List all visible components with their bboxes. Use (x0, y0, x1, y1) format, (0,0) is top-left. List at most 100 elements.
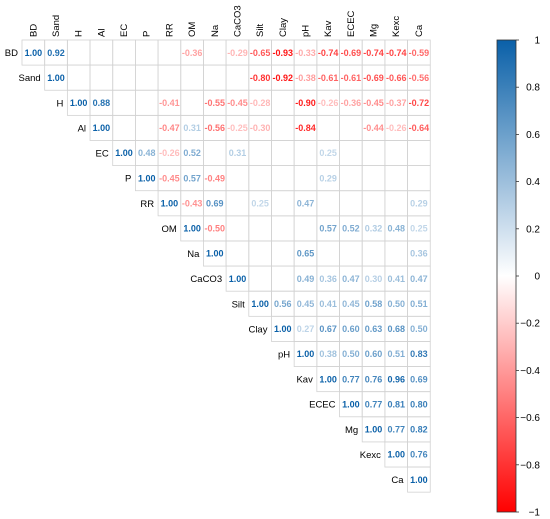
grid-cell (225, 190, 250, 217)
column-label: RR (164, 23, 175, 37)
cell-value: 0.77 (387, 425, 405, 435)
grid-cell (271, 114, 295, 141)
cell-value: 0.50 (342, 349, 360, 359)
grid-cell (339, 190, 363, 217)
colorbar-tick-label: 0.8 (526, 83, 540, 94)
cell-value: -0.36 (341, 98, 362, 108)
grid-cell (316, 240, 340, 267)
row-label: Kav (296, 375, 313, 386)
column-label: Na (210, 24, 221, 37)
column-label: Kexc (391, 16, 402, 37)
cell-value: 0.45 (342, 299, 360, 309)
cell-value: 0.48 (387, 224, 405, 234)
cell-value: -0.45 (227, 98, 248, 108)
cell-value: 0.69 (410, 374, 428, 384)
cell-value: 0.29 (319, 173, 337, 183)
colorbar-tick-label: 0.4 (526, 177, 540, 188)
grid-cell (316, 114, 340, 141)
grid-cell (361, 140, 386, 166)
cell-value: -0.61 (341, 73, 362, 83)
cell-value: -0.55 (205, 98, 226, 108)
cell-value: 1.00 (410, 475, 428, 485)
cell-value: 0.50 (387, 299, 405, 309)
grid-cell (248, 215, 272, 242)
cell-value: -0.69 (341, 48, 362, 58)
column-label: Kav (323, 20, 334, 37)
grid-cell (134, 64, 159, 91)
colorbar-tick-label: −1 (529, 508, 541, 519)
row-label: EC (96, 149, 109, 160)
cell-value: 1.00 (47, 73, 65, 83)
grid-cell (407, 165, 431, 192)
grid-cell (271, 215, 295, 242)
cell-value: 0.52 (183, 148, 201, 158)
row-label: Kexc (360, 450, 381, 461)
cell-value: -0.47 (159, 123, 180, 133)
grid-cell (248, 165, 272, 192)
cell-value: -0.66 (386, 73, 407, 83)
cell-value: -0.33 (295, 48, 316, 58)
cell-value: 0.31 (183, 123, 201, 133)
cell-value: 0.80 (410, 399, 428, 409)
cell-value: -0.56 (409, 73, 430, 83)
grid-cell (271, 89, 295, 116)
cell-value: 0.49 (297, 274, 315, 284)
cell-value: 0.57 (319, 224, 337, 234)
cell-value: 0.63 (365, 324, 383, 334)
grid-cell (339, 240, 363, 267)
column-label: BD (28, 24, 39, 37)
cell-value: 0.76 (410, 450, 428, 460)
cell-value: 1.00 (387, 450, 405, 460)
cell-value: 0.27 (297, 324, 315, 334)
cell-value: -0.37 (386, 98, 407, 108)
cell-value: -0.26 (386, 123, 407, 133)
cell-value: 0.36 (410, 249, 428, 259)
cell-value: 1.00 (183, 224, 201, 234)
cell-value: -0.30 (250, 123, 271, 133)
colorbar-tick-label: −0.4 (520, 366, 540, 377)
grid-cell (134, 89, 159, 116)
cell-value: 1.00 (365, 425, 383, 435)
column-label: pH (301, 25, 312, 37)
cell-value: 0.29 (410, 198, 428, 208)
cell-value: -0.26 (318, 98, 339, 108)
column-label: Sand (51, 15, 62, 37)
cell-value: -0.45 (159, 173, 180, 183)
grid-cell (66, 64, 91, 91)
cell-value: 0.30 (365, 274, 383, 284)
grid-cell (316, 190, 340, 217)
cell-value: -0.26 (159, 148, 180, 158)
cell-value: 0.60 (365, 349, 383, 359)
row-label: H (56, 98, 63, 109)
grid-cell (271, 165, 295, 192)
cell-value: -0.74 (386, 48, 407, 58)
cell-value: 0.96 (387, 374, 405, 384)
grid-cell (134, 114, 159, 141)
cell-value: -0.50 (205, 224, 226, 234)
row-label: Sand (18, 73, 40, 84)
grid-cell (225, 215, 250, 242)
row-label: CaCO3 (190, 274, 222, 285)
cell-value: 1.00 (138, 173, 156, 183)
cell-value: -0.28 (250, 98, 271, 108)
colorbar-tick-label: −0.2 (520, 319, 540, 330)
grid-cell (384, 140, 408, 166)
column-label: H (74, 30, 85, 37)
cell-value: 1.00 (251, 299, 269, 309)
grid-cell (271, 265, 295, 292)
grid-cell (203, 140, 227, 166)
cell-value: 0.45 (297, 299, 315, 309)
cell-value: 1.00 (93, 123, 111, 133)
grid-cell (407, 466, 431, 493)
column-label: CaCO3 (232, 5, 243, 37)
grid-cell (248, 140, 272, 166)
matrix-grid (21, 39, 431, 493)
cell-value: 0.69 (206, 198, 224, 208)
grid-cell (384, 165, 408, 192)
cell-value: 1.00 (115, 148, 133, 158)
grid-cell (89, 39, 114, 66)
cell-value: 1.00 (25, 48, 43, 58)
cell-value: 1.00 (319, 374, 337, 384)
cell-value: 0.60 (342, 324, 360, 334)
cell-value: 0.41 (387, 274, 405, 284)
